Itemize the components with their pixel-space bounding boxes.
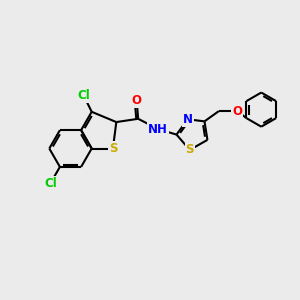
- Text: Cl: Cl: [44, 177, 57, 190]
- Text: O: O: [232, 105, 242, 118]
- Text: NH: NH: [148, 123, 168, 136]
- Text: Cl: Cl: [78, 89, 90, 102]
- Text: N: N: [183, 113, 193, 126]
- Text: S: S: [109, 142, 117, 155]
- Text: O: O: [132, 94, 142, 107]
- Text: S: S: [185, 143, 194, 156]
